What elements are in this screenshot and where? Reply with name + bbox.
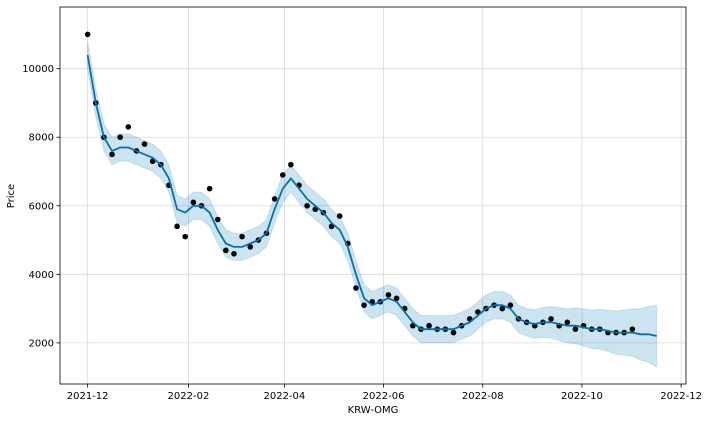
grid xyxy=(60,7,686,384)
x-tick-label: 2022-10 xyxy=(561,391,603,402)
observed-point xyxy=(141,141,148,147)
observed-point xyxy=(247,244,254,250)
observed-point xyxy=(393,295,400,302)
forecast-line xyxy=(86,54,657,337)
observed-point xyxy=(353,285,359,291)
observed-point xyxy=(304,202,310,209)
observed-point xyxy=(84,31,91,38)
observed-point xyxy=(426,322,432,329)
plot-frame xyxy=(59,6,687,385)
observed-point xyxy=(239,233,245,240)
observed-point xyxy=(336,213,343,219)
observed-point xyxy=(572,326,579,332)
y-tick-label: 6000 xyxy=(29,201,54,212)
y-tick-label: 10000 xyxy=(22,64,54,75)
observed-point xyxy=(279,172,286,178)
x-tick-label: 2022-08 xyxy=(462,391,504,402)
observed-point xyxy=(109,151,115,158)
observed-point xyxy=(231,250,237,257)
observed-point xyxy=(125,124,132,130)
observed-point xyxy=(548,316,554,322)
observed-point xyxy=(361,302,367,308)
x-axis-label: KRW-OMG xyxy=(348,405,399,416)
observed-point xyxy=(629,326,636,332)
observed-point xyxy=(564,319,571,326)
y-tick-label: 2000 xyxy=(29,338,54,349)
observed-point xyxy=(223,247,229,254)
x-tick-label: 2022-06 xyxy=(363,391,405,402)
y-tick-label: 8000 xyxy=(29,133,54,144)
observed-point xyxy=(385,292,392,298)
x-tick-label: 2022-04 xyxy=(263,391,305,402)
observed-point xyxy=(117,134,123,141)
y-axis-label: Price xyxy=(6,184,17,208)
observed-point xyxy=(499,305,506,312)
observed-point xyxy=(174,223,180,230)
observed-point xyxy=(182,233,188,240)
observed-point xyxy=(288,161,294,168)
y-tick-label: 4000 xyxy=(29,270,54,281)
observed-point xyxy=(271,196,278,202)
observed-point xyxy=(450,329,457,336)
observed-point xyxy=(206,185,213,192)
x-tick-label: 2022-02 xyxy=(168,391,210,402)
x-tick-label: 2021-12 xyxy=(67,391,109,402)
observed-point xyxy=(507,302,514,308)
x-tick-label: 2022-12 xyxy=(660,391,702,402)
marks xyxy=(84,31,658,368)
observed-point xyxy=(190,199,197,206)
observed-point xyxy=(214,216,221,223)
